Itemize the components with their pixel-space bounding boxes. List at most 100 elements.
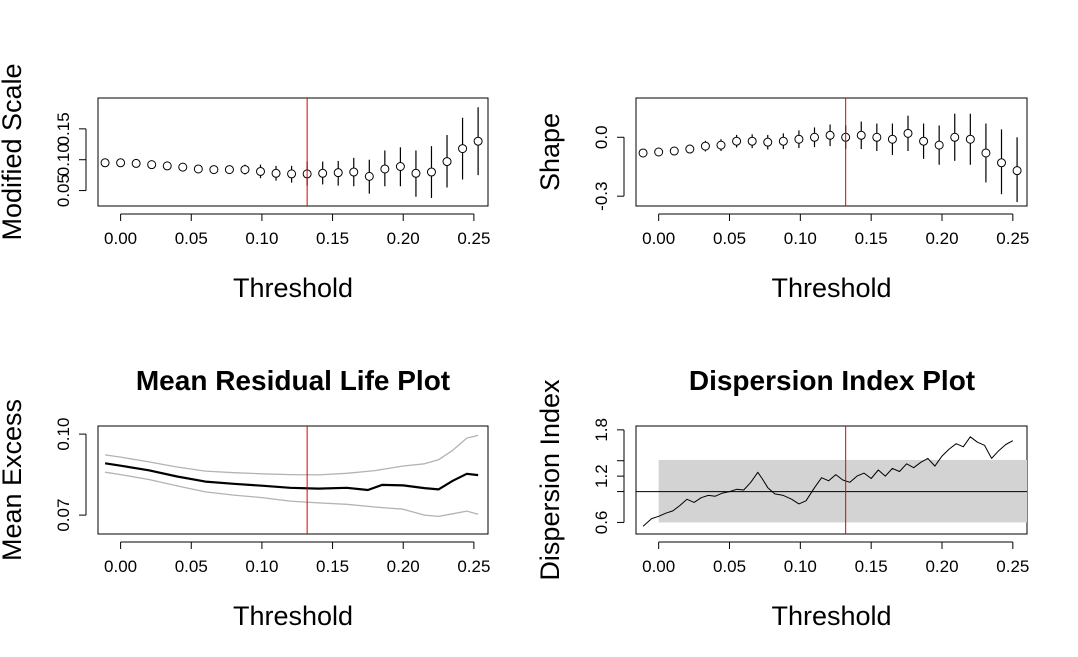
data-point [349, 167, 359, 177]
chart-title: Mean Residual Life Plot [136, 365, 450, 396]
x-tick-label: 0.05 [713, 229, 746, 248]
x-tick-label: 0.25 [996, 557, 1029, 576]
data-point [763, 137, 773, 147]
y-tick-label: 0.05 [54, 174, 73, 207]
x-tick-label: 0.10 [784, 557, 817, 576]
series-line-upper [105, 434, 479, 476]
x-tick-label: 0.15 [316, 557, 349, 576]
plot-frame [635, 97, 1028, 207]
data-point [700, 141, 710, 151]
data-point [333, 168, 343, 178]
data-point [364, 171, 374, 181]
x-tick-label: 0.00 [104, 557, 137, 576]
data-point [271, 168, 281, 178]
data-point [654, 147, 664, 157]
chart-title: Dispersion Index Plot [689, 365, 975, 396]
data-point [411, 168, 421, 178]
x-tick-label: 0.10 [245, 557, 278, 576]
data-point [716, 140, 726, 150]
data-point [473, 136, 483, 146]
data-point [997, 158, 1006, 168]
data-point [162, 161, 172, 171]
panel-mean-residual-life: Mean Residual Life Plot 0.00 0.05 0.10 0.15… [0, 365, 490, 631]
panel-dispersion-index: Dispersion Index Plot 0.00 0.05 0.10 0.15 0.… [535, 365, 1029, 631]
x-tick-label: 0.05 [175, 557, 208, 576]
data-point [147, 160, 157, 170]
data-point [669, 146, 679, 156]
data-point [426, 167, 436, 177]
x-tick-label: 0.25 [457, 557, 490, 576]
data-point [256, 166, 265, 176]
x-axis-title: Threshold [233, 601, 353, 631]
data-point [856, 130, 866, 140]
x-axis-title: Threshold [233, 273, 353, 303]
x-tick-label: 0.00 [642, 229, 675, 248]
data-point [685, 144, 695, 154]
data-point [178, 162, 188, 172]
x-tick-label: 0.10 [784, 229, 817, 248]
series-line [642, 436, 1014, 527]
x-tick-label: 0.20 [925, 229, 958, 248]
data-point [794, 134, 804, 144]
x-axis-title: Threshold [771, 601, 891, 631]
y-tick-label: 1.8 [592, 418, 611, 442]
data-point [825, 130, 835, 140]
data-point [934, 140, 944, 150]
data-point [919, 136, 929, 146]
series-line-estimate [104, 462, 479, 492]
data-point [458, 144, 468, 154]
x-tick-label: 0.05 [175, 229, 208, 248]
data-point [778, 136, 788, 146]
panel-modified-scale: 0.00 0.05 0.10 0.15 0.20 0.250.050.100.15Thre… [0, 63, 490, 303]
x-axis-title: Threshold [771, 273, 891, 303]
x-tick-label: 0.25 [457, 229, 490, 248]
panel-shape: 0.00 0.05 0.10 0.15 0.20 0.25 -0.3 0.0 Threshold… [535, 97, 1029, 303]
y-tick-label: 0.6 [592, 511, 611, 535]
data-point [1012, 166, 1022, 176]
y-tick-label: 1.2 [592, 464, 611, 488]
data-point [116, 158, 126, 168]
x-tick-label: 0.05 [713, 557, 746, 576]
data-point [240, 165, 250, 175]
x-tick-label: 0.15 [855, 557, 888, 576]
series-line-lower [105, 471, 479, 518]
x-tick-label: 0.00 [104, 229, 137, 248]
x-tick-label: 0.25 [996, 229, 1029, 248]
data-point [131, 158, 141, 168]
y-axis-title: Shape [535, 113, 565, 191]
x-tick-label: 0.20 [387, 229, 420, 248]
x-tick-label: 0.00 [642, 557, 675, 576]
x-tick-label: 0.20 [925, 557, 958, 576]
x-tick-label: 0.20 [387, 557, 420, 576]
x-tick-label: 0.15 [316, 229, 349, 248]
y-axis-title: Modified Scale [0, 63, 27, 240]
x-tick-label: 0.10 [245, 229, 278, 248]
data-point [872, 132, 882, 142]
y-tick-label: 0.0 [592, 125, 611, 149]
data-point [810, 132, 819, 142]
y-tick-label: 0.10 [54, 143, 73, 176]
plot-frame [97, 97, 489, 207]
data-point [100, 158, 110, 168]
y-axis-title: Dispersion Index [535, 379, 565, 581]
plot-frame [97, 425, 489, 535]
data-point [224, 165, 234, 175]
data-point [981, 148, 991, 158]
data-point [395, 162, 405, 172]
data-point [903, 128, 913, 138]
data-point [287, 169, 297, 179]
y-tick-label: 0.07 [54, 499, 73, 532]
y-tick-label: 0.15 [54, 112, 73, 145]
data-point [950, 132, 960, 142]
data-point [380, 164, 390, 174]
y-tick-label: -0.3 [592, 182, 611, 211]
data-point [887, 134, 897, 144]
data-point [193, 164, 203, 174]
data-point [209, 165, 219, 175]
y-tick-label: 0.10 [54, 418, 73, 451]
data-point [318, 168, 328, 178]
data-point [747, 136, 757, 146]
data-point [638, 148, 648, 158]
x-tick-label: 0.15 [855, 229, 888, 248]
